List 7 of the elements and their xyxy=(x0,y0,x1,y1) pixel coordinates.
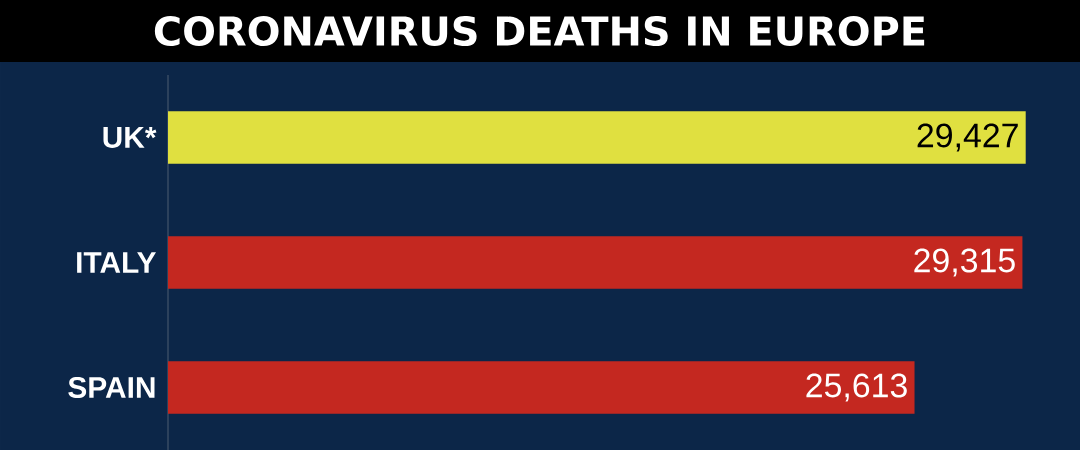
y-tick-label: UK* xyxy=(103,126,157,148)
chart-title: CORONAVIRUS DEATHS IN EUROPE xyxy=(154,15,925,46)
y-tick-label: ITALY xyxy=(77,252,157,273)
data-label: 25,613 xyxy=(806,373,907,402)
data-label: 29,315 xyxy=(914,248,1015,277)
data-label: 29,427 xyxy=(917,123,1018,152)
y-tick-label: SPAIN xyxy=(68,376,155,398)
